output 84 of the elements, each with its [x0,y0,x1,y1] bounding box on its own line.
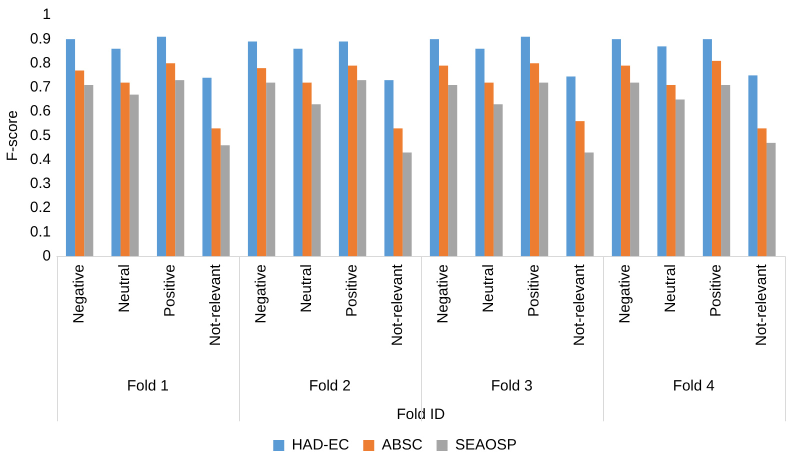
x-tick-label: Neutral [116,264,134,313]
bar [721,84,730,256]
bar [520,36,530,256]
x-tick-label: Neutral [662,264,680,313]
legend-label: HAD-EC [292,436,350,454]
bar [530,63,540,256]
bar [539,82,548,256]
bar [156,36,166,256]
y-tick-label: 1 [42,6,51,24]
x-tick-label: Positive [526,264,543,317]
bar [257,68,266,256]
y-tick-label: 0 [42,247,51,264]
bar [566,76,576,256]
bar [702,39,712,256]
bar [484,82,494,256]
bar [630,82,640,256]
bar [338,42,348,256]
bar [175,80,184,256]
bar [657,46,666,256]
bar [712,60,722,256]
text: Fold 3 [490,377,533,394]
bar [302,82,312,256]
y-tick-label: 0.4 [30,150,51,168]
bar [430,39,439,256]
x-tick-label: Negative [252,264,270,324]
y-tick-label: 0.3 [30,175,51,192]
x-axis-title: Fold ID [396,406,446,424]
y-axis-title: F-score [4,110,22,162]
text: Fold 4 [672,377,715,394]
bar [312,104,321,256]
bar [75,70,84,256]
bar [212,128,221,256]
bar [66,39,76,256]
bar [202,78,212,256]
bar [475,48,484,256]
bar [248,42,258,256]
text: Fold 1 [126,377,169,394]
y-tick-label: 0.7 [30,78,51,96]
bar [584,152,594,256]
bar [448,84,458,256]
x-tick-label: Neutral [480,264,498,313]
bar [676,99,685,256]
bar [620,66,630,256]
bar [575,121,585,256]
y-tick-label: 0.9 [30,30,51,48]
y-tick-label: 0.8 [30,54,51,72]
legend-label: SEAOSP [455,436,517,454]
bar [120,82,130,256]
bar [394,128,403,256]
x-tick-label: Negative [616,264,634,324]
x-tick-label: Neutral [298,264,316,313]
bar [766,142,776,256]
y-tick-label: 0.5 [30,126,51,144]
bar [612,39,621,256]
y-tick-label: 0.1 [30,223,51,240]
bar [384,80,394,256]
x-tick-label: Positive [162,264,179,317]
bar [757,128,767,256]
x-tick-label: Positive [708,264,725,317]
bar [348,66,358,256]
x-tick-label: Not-relevant [571,263,588,346]
bar [494,104,503,256]
x-tick-label: Not-relevant [753,263,770,346]
y-tick-label: 0.6 [30,102,51,120]
text: Fold 2 [308,377,351,394]
legend-label: ABSC [382,436,423,454]
x-tick-label: Not-relevant [207,263,224,346]
bar [357,80,366,256]
bar [266,82,276,256]
x-tick-label: Negative [434,264,452,324]
x-tick-label: Not-relevant [389,263,406,346]
bar [293,48,303,256]
bar [666,84,676,256]
bar [748,75,758,256]
bar [166,63,176,256]
x-tick-label: Negative [70,264,88,324]
bar [130,94,139,256]
bar [438,66,448,256]
bar [111,48,121,256]
bar [220,145,230,256]
bar [84,84,94,256]
bar [402,152,412,256]
y-tick-label: 0.2 [30,199,51,216]
x-tick-label: Positive [344,264,361,317]
